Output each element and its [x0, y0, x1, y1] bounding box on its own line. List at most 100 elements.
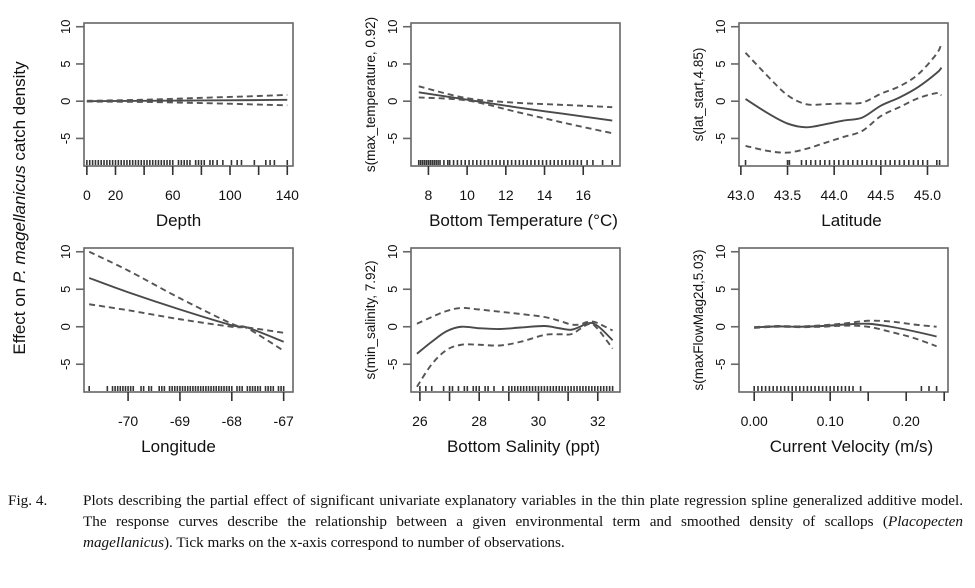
y-tick-label: 0	[385, 98, 400, 105]
x-tick-label: 60	[165, 187, 181, 203]
series-lower	[86, 100, 288, 107]
series-fit	[745, 67, 943, 129]
y-axis-label: s(max_temperature, 0.92)	[363, 17, 378, 172]
x-tick-label: 28	[471, 413, 487, 429]
series-fit	[416, 321, 614, 355]
series-upper	[416, 307, 614, 332]
y-tick-label: -5	[58, 358, 73, 370]
panel-salinity: -5 0 5 10 26 28 30 32 Bottom Salinity (ppt) s(min…	[363, 245, 621, 456]
y-tick-label: -5	[385, 358, 400, 370]
y-tick-label: 0	[713, 323, 728, 330]
x-axis-label: Depth	[156, 211, 201, 230]
series-upper	[88, 250, 285, 352]
series-lower	[754, 324, 937, 348]
x-tick-label: 0.20	[893, 413, 920, 429]
y-tick-label: -5	[58, 133, 73, 145]
x-axis-label: Current Velocity (m/s)	[770, 437, 933, 456]
x-tick-label: 43.0	[727, 187, 754, 203]
y-tick-label: 10	[713, 245, 728, 259]
panel-longitude: -5 0 5 10 -70 -69 -68 -67 Longitude	[58, 245, 294, 456]
y-tick-label: 10	[385, 19, 400, 33]
x-tick-label: 44.5	[867, 187, 894, 203]
panel-latitude: -5 0 5 10 43.0 43.5 44.0 44.5 45.0 Latitude s(lat_…	[691, 19, 949, 230]
series-lower	[89, 303, 284, 334]
x-tick-label: 43.5	[774, 187, 801, 203]
y-axis-label: s(min_salinity, 7.92)	[363, 260, 378, 379]
y-tick-label: 5	[58, 60, 73, 67]
shared-ylabel-prefix: Effect on	[10, 283, 29, 355]
panel-velocity: -5 0 5 10 0.00 0.10 0.20 Current Velocity (m/s)…	[691, 245, 949, 456]
x-tick-label: 0	[83, 187, 91, 203]
series-lower	[416, 322, 614, 388]
plot-frame	[410, 22, 621, 167]
figure-panel-grid: Effect on P. magellanicus catch density …	[10, 17, 949, 456]
y-tick-label: 5	[713, 286, 728, 293]
plot-frame	[83, 22, 294, 167]
series-upper	[418, 85, 613, 109]
series-upper	[744, 42, 943, 106]
caption-text-before: Plots describing the partial effect of s…	[83, 492, 963, 530]
caption-species-italic: Placopecten magellanicus	[83, 513, 963, 551]
x-tick-label: 26	[412, 413, 428, 429]
y-tick-label: 10	[58, 245, 73, 259]
x-tick-label: 45.0	[914, 187, 941, 203]
x-axis-label: Bottom Salinity (ppt)	[447, 437, 600, 456]
x-tick-label: -67	[274, 413, 294, 429]
plot-frame	[738, 247, 949, 393]
series-upper	[754, 319, 937, 329]
x-tick-label: 16	[575, 187, 591, 203]
shared-ylabel-species: P. magellanicus	[10, 165, 29, 283]
plot-frame	[410, 247, 621, 393]
plot-frame	[738, 22, 949, 167]
x-tick-label: -68	[222, 413, 242, 429]
y-tick-label: 0	[58, 323, 73, 330]
x-tick-label: 100	[218, 187, 242, 203]
y-axis-label: s(maxFlowMag2d,5.03)	[691, 249, 706, 390]
y-tick-label: 5	[713, 60, 728, 67]
x-axis-label: Latitude	[821, 211, 882, 230]
caption-text: Plots describing the partial effect of s…	[83, 490, 963, 553]
panel-temperature: -5 0 5 10 8 10 12 14 16 Bottom Temperature (°C) s(…	[363, 17, 621, 230]
x-tick-label: 30	[531, 413, 547, 429]
x-tick-label: 8	[425, 187, 433, 203]
x-tick-label: -70	[118, 413, 138, 429]
y-tick-label: 5	[58, 286, 73, 293]
y-tick-label: 5	[385, 60, 400, 67]
x-tick-label: 10	[459, 187, 475, 203]
x-tick-label: 0.10	[817, 413, 844, 429]
x-tick-label: -69	[170, 413, 190, 429]
y-tick-label: 0	[385, 323, 400, 330]
y-tick-label: 0	[713, 98, 728, 105]
y-tick-label: -5	[385, 133, 400, 145]
caption-label: Fig. 4.	[8, 492, 48, 509]
series-lower	[418, 96, 613, 135]
x-tick-label: 32	[590, 413, 606, 429]
y-tick-label: -5	[713, 133, 728, 145]
shared-ylabel-suffix: catch density	[10, 61, 29, 165]
series-upper	[86, 93, 288, 102]
x-tick-label: 14	[537, 187, 553, 203]
caption-text-after: ). Tick marks on the x-axis correspond t…	[164, 534, 565, 551]
y-tick-label: 10	[713, 19, 728, 33]
shared-y-axis-label: Effect on P. magellanicus catch density	[10, 61, 29, 355]
y-tick-label: 10	[58, 19, 73, 33]
plot-frame	[83, 247, 294, 393]
x-tick-label: 44.0	[821, 187, 848, 203]
x-tick-label: 20	[108, 187, 124, 203]
series-lower	[745, 91, 943, 154]
x-tick-label: 0.00	[741, 413, 768, 429]
x-axis-label: Longitude	[141, 437, 216, 456]
y-tick-label: 5	[385, 286, 400, 293]
x-tick-label: 140	[276, 187, 300, 203]
y-axis-label: s(lat_start,4.85)	[691, 48, 706, 142]
series-fit	[86, 98, 288, 103]
series-fit	[418, 91, 613, 122]
series-fit	[754, 322, 937, 338]
y-tick-label: 10	[385, 245, 400, 259]
y-tick-label: -5	[713, 358, 728, 370]
x-axis-label: Bottom Temperature (°C)	[429, 211, 618, 230]
y-tick-label: 0	[58, 98, 73, 105]
x-tick-label: 12	[498, 187, 514, 203]
